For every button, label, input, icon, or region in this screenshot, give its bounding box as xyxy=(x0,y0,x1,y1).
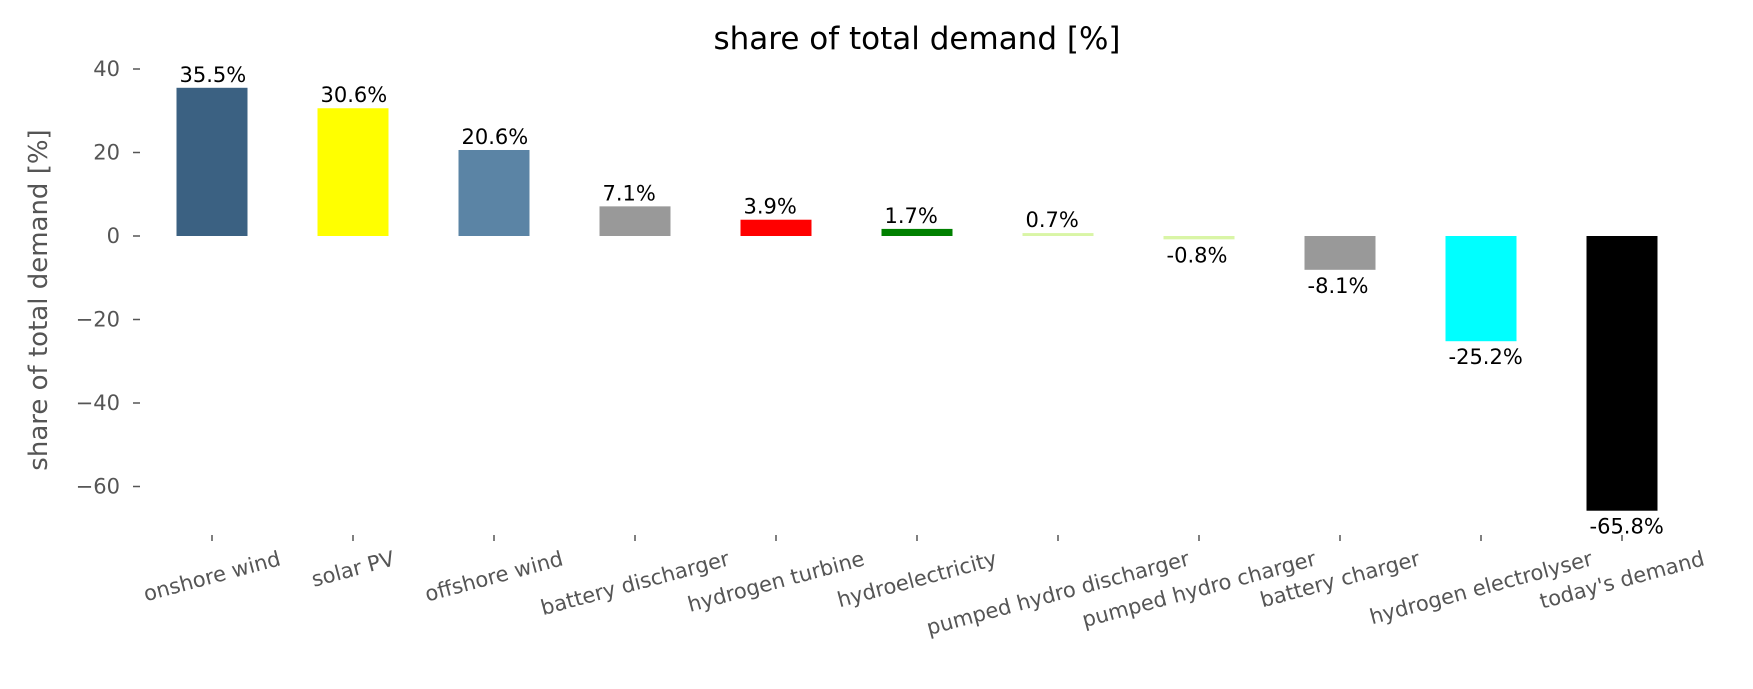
y-axis: 40 20 0 −20 −40 −60 xyxy=(76,57,140,499)
data-label: -65.8% xyxy=(1590,515,1664,539)
x-tick-label: onshore wind xyxy=(141,547,283,607)
bar xyxy=(599,206,671,236)
bar xyxy=(1445,236,1517,342)
bars: 35.5% 30.6% 20.6% 7.1% 3.9% 1.7% 0.7% -0.8% -8.1… xyxy=(176,63,1664,539)
data-label: 35.5% xyxy=(180,63,247,87)
data-label: 30.6% xyxy=(321,83,388,107)
data-label: -25.2% xyxy=(1449,345,1523,369)
bar xyxy=(317,108,389,236)
bar xyxy=(1304,236,1376,270)
x-axis: onshore wind solar PV offshore windbattery… xyxy=(141,535,1707,640)
y-tick-label: −60 xyxy=(76,475,120,499)
data-label: 3.9% xyxy=(744,195,797,219)
x-tick-label: solar PV xyxy=(309,546,398,591)
data-label: 7.1% xyxy=(603,181,656,205)
bar xyxy=(1586,236,1658,511)
data-label: 0.7% xyxy=(1026,208,1079,232)
y-tick-label: 40 xyxy=(93,57,120,81)
bar xyxy=(881,228,953,236)
chart-title: share of total demand [%] xyxy=(713,21,1120,57)
bar xyxy=(740,219,812,236)
data-label: -0.8% xyxy=(1167,243,1228,267)
data-label: -8.1% xyxy=(1308,274,1369,298)
bar xyxy=(176,87,248,236)
y-axis-label: share of total demand [%] xyxy=(24,129,54,470)
data-label: 1.7% xyxy=(885,204,938,228)
data-label: 20.6% xyxy=(462,125,529,149)
bar xyxy=(458,149,530,236)
y-tick-label: 20 xyxy=(93,141,120,165)
y-tick-label: −20 xyxy=(76,308,120,332)
bar xyxy=(1022,233,1094,236)
y-tick-label: 0 xyxy=(107,224,120,248)
bar xyxy=(1163,236,1235,240)
y-tick-label: −40 xyxy=(76,391,120,415)
